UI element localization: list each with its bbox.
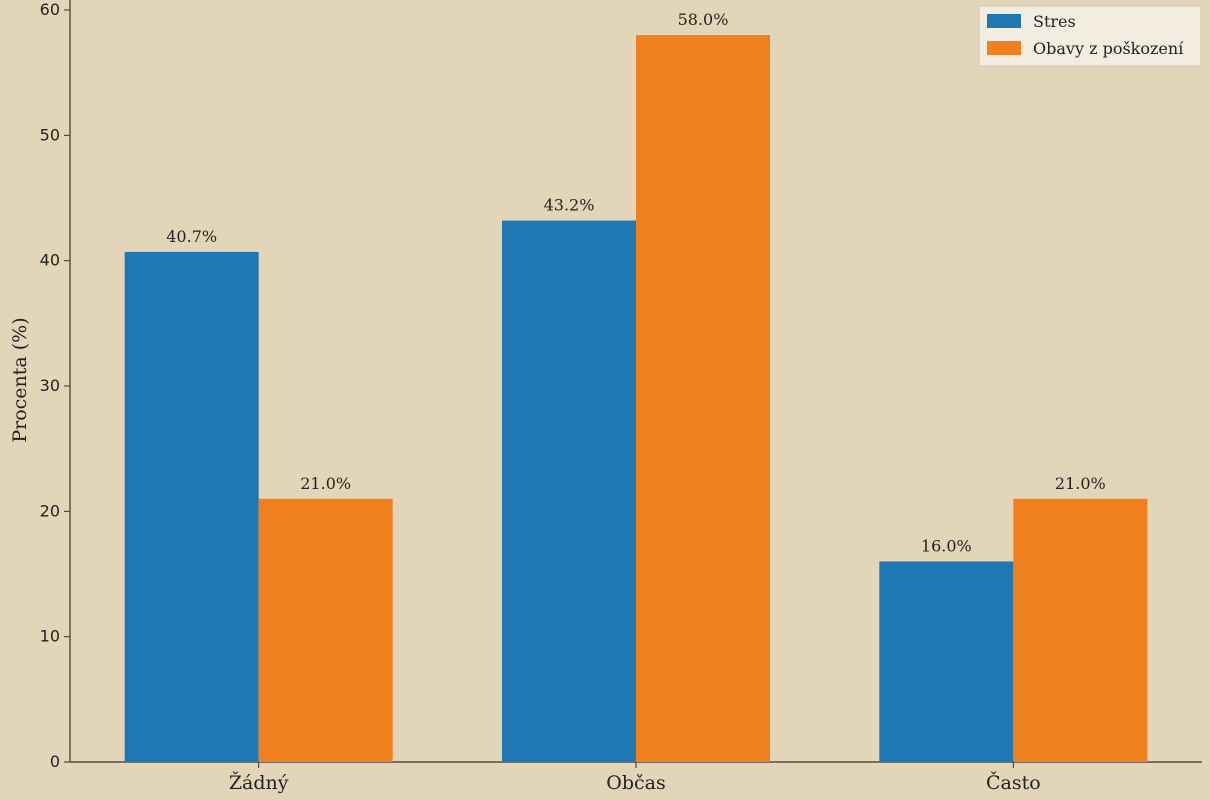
- legend-box: [978, 5, 1202, 67]
- bar-value-label: 21.0%: [1055, 474, 1106, 493]
- y-axis-title: Procenta (%): [9, 317, 31, 442]
- y-tick-label: 10: [40, 627, 60, 646]
- y-tick-label: 50: [40, 125, 60, 144]
- legend-label: Obavy z poškození: [1033, 39, 1184, 58]
- x-category-label: Občas: [606, 772, 665, 794]
- x-category-label: Žádný: [229, 771, 289, 794]
- y-tick-label: 60: [40, 0, 60, 19]
- bar-value-label: 21.0%: [300, 474, 351, 493]
- value-labels: 40.7% 21.0% 43.2% 58.0% 16.0% 21.0%: [166, 10, 1105, 555]
- y-tick-label: 0: [50, 752, 60, 771]
- bar-obavy-0: [258, 498, 393, 762]
- bars: [124, 35, 1148, 763]
- y-tick-label: 20: [40, 501, 60, 520]
- bar-obavy-2: [1013, 498, 1148, 762]
- legend-swatch: [987, 14, 1021, 28]
- bar-stres-0: [124, 251, 259, 763]
- bar-stres-2: [879, 561, 1014, 762]
- legend-swatch: [987, 41, 1021, 55]
- bar-obavy-1: [636, 35, 770, 763]
- x-category-label: Často: [986, 771, 1041, 794]
- y-tick-label: 30: [40, 376, 60, 395]
- bar-stres-1: [502, 220, 636, 762]
- legend: Stres Obavy z poškození: [978, 5, 1202, 67]
- bar-value-label: 43.2%: [544, 196, 595, 215]
- bar-value-label: 58.0%: [678, 10, 729, 29]
- y-tick-label: 40: [40, 251, 60, 270]
- bar-value-label: 40.7%: [166, 227, 217, 246]
- legend-label: Stres: [1033, 12, 1076, 31]
- bar-value-label: 16.0%: [921, 536, 972, 555]
